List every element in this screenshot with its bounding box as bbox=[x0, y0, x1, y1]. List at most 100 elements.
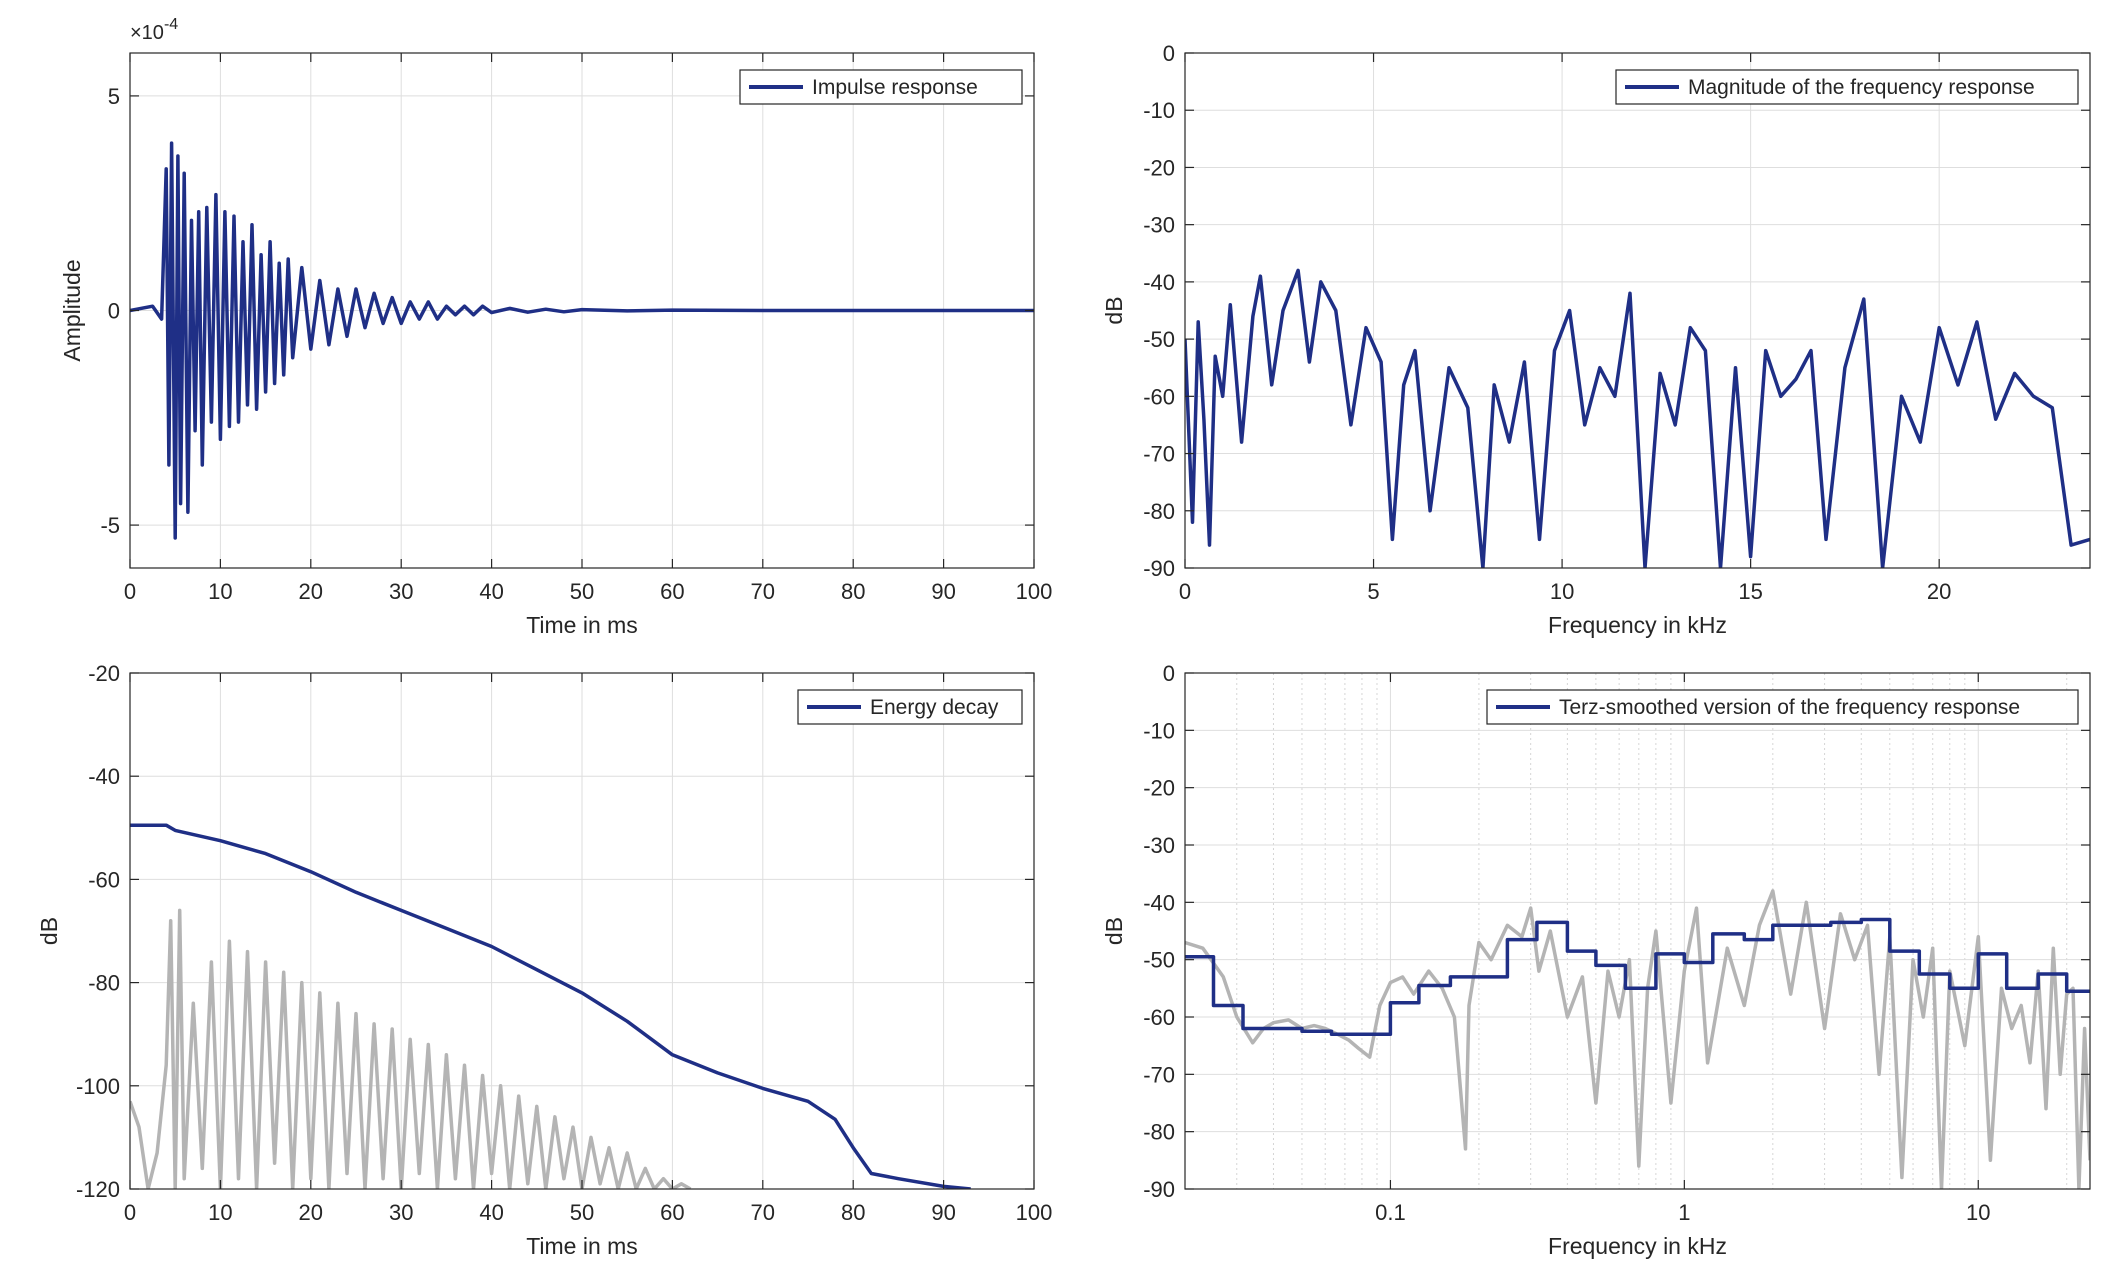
x-tick-label: 80 bbox=[841, 579, 865, 604]
x-tick-label: 90 bbox=[931, 579, 955, 604]
legend: Magnitude of the frequency response bbox=[1615, 69, 2079, 105]
series-line bbox=[130, 141, 1034, 540]
y-tick-label: 0 bbox=[108, 299, 120, 324]
x-tick-label: 10 bbox=[208, 1200, 232, 1225]
x-tick-label: 60 bbox=[660, 1200, 684, 1225]
y-tick-label: -20 bbox=[1143, 776, 1175, 801]
y-axis-label: dB bbox=[36, 917, 62, 945]
y-tick-label: -40 bbox=[1143, 890, 1175, 915]
x-tick-label: 80 bbox=[841, 1200, 865, 1225]
terz-smoothed-panel: 0.1 1 10 0 -10 -20 -30 -40 -50 -60 -70 -80 -90 Freque… bbox=[1101, 661, 2091, 1259]
x-axis-label: Time in ms bbox=[526, 612, 638, 638]
y-tick-label: -30 bbox=[1143, 213, 1175, 238]
x-tick-label: 20 bbox=[299, 579, 323, 604]
y-tick-label: 0 bbox=[1163, 41, 1175, 66]
x-tick-label: 15 bbox=[1738, 579, 1762, 604]
x-tick-label: 10 bbox=[208, 579, 232, 604]
y-exponent-label: ×10-4 bbox=[130, 16, 178, 44]
y-tick-label: -70 bbox=[1143, 442, 1175, 467]
reference-series-line bbox=[130, 908, 692, 1189]
x-tick-label: 40 bbox=[479, 579, 503, 604]
y-tick-label: -30 bbox=[1143, 833, 1175, 858]
axes: 0 5 10 15 20 0 -10 -20 -30 -40 -50 -60 -70 -80 -90 Freq… bbox=[1101, 41, 2091, 638]
y-tick-label: -5 bbox=[100, 513, 120, 538]
series-layer bbox=[1185, 889, 2090, 1189]
y-axis-label: Amplitude bbox=[59, 259, 85, 361]
series-layer bbox=[1185, 268, 2090, 568]
x-tick-label: 0.1 bbox=[1375, 1200, 1406, 1225]
y-axis-label: dB bbox=[1101, 296, 1127, 324]
x-tick-label: 100 bbox=[1016, 579, 1053, 604]
y-tick-label: 5 bbox=[108, 84, 120, 109]
legend-box bbox=[1486, 689, 2079, 725]
y-tick-label: -80 bbox=[88, 971, 120, 996]
frequency-response-panel: 0 5 10 15 20 0 -10 -20 -30 -40 -50 -60 -70 -80 -90 Freq… bbox=[1101, 41, 2091, 638]
impulse-response-panel: 0 10 20 30 40 50 60 70 80 90 100 -5 0 5 ×10-4 Time in m… bbox=[59, 16, 1052, 638]
x-tick-label: 5 bbox=[1367, 579, 1379, 604]
y-tick-label: -50 bbox=[1143, 948, 1175, 973]
reference-series-line bbox=[1185, 889, 2090, 1189]
x-tick-label: 40 bbox=[479, 1200, 503, 1225]
x-tick-label: 60 bbox=[660, 579, 684, 604]
axes: 0.1 1 10 0 -10 -20 -30 -40 -50 -60 -70 -80 -90 Freque… bbox=[1101, 661, 2091, 1259]
x-tick-label: 70 bbox=[751, 1200, 775, 1225]
legend-label: Magnitude of the frequency response bbox=[1688, 76, 2035, 99]
series-line bbox=[1185, 268, 2090, 568]
y-tick-label: -40 bbox=[88, 764, 120, 789]
y-tick-label: -50 bbox=[1143, 327, 1175, 352]
y-tick-label: -100 bbox=[76, 1074, 120, 1099]
legend-label: Impulse response bbox=[812, 76, 978, 99]
x-tick-label: 90 bbox=[931, 1200, 955, 1225]
energy-decay-panel: 0 10 20 30 40 50 60 70 80 90 100 -20 -40 -60 -80 -100 -1… bbox=[36, 661, 1052, 1259]
axes: 0 10 20 30 40 50 60 70 80 90 100 -20 -40 -60 -80 -100 -1… bbox=[36, 661, 1052, 1259]
y-tick-label: -10 bbox=[1143, 98, 1175, 123]
y-tick-label: -90 bbox=[1143, 1177, 1175, 1202]
legend: Energy decay bbox=[797, 689, 1023, 725]
y-tick-label: -60 bbox=[88, 867, 120, 892]
y-tick-label: -60 bbox=[1143, 384, 1175, 409]
y-tick-label: -60 bbox=[1143, 1005, 1175, 1030]
x-tick-label: 10 bbox=[1550, 579, 1574, 604]
y-tick-label: -80 bbox=[1143, 499, 1175, 524]
x-axis-label: Time in ms bbox=[526, 1233, 638, 1259]
plot-area bbox=[1185, 53, 2090, 568]
axes-box bbox=[1184, 672, 2091, 1190]
y-tick-label: -20 bbox=[1143, 155, 1175, 180]
axes: 0 10 20 30 40 50 60 70 80 90 100 -5 0 5 ×10-4 Time in m… bbox=[59, 16, 1052, 638]
x-axis-label: Frequency in kHz bbox=[1548, 612, 1727, 638]
x-tick-label: 50 bbox=[570, 1200, 594, 1225]
series-line bbox=[1185, 917, 2090, 1036]
axes-box bbox=[1184, 52, 2091, 569]
grid bbox=[1185, 672, 2090, 1190]
x-tick-label: 0 bbox=[124, 579, 136, 604]
legend-label: Terz-smoothed version of the frequency r… bbox=[1559, 696, 2020, 719]
y-axis-label: dB bbox=[1101, 917, 1127, 945]
x-tick-label: 1 bbox=[1678, 1200, 1690, 1225]
series-layer bbox=[130, 141, 1034, 540]
y-tick-label: -10 bbox=[1143, 718, 1175, 743]
x-axis-label: Frequency in kHz bbox=[1548, 1233, 1727, 1259]
y-tick-label: -120 bbox=[76, 1177, 120, 1202]
x-tick-label: 30 bbox=[389, 1200, 413, 1225]
x-tick-label: 50 bbox=[570, 579, 594, 604]
y-tick-label: -70 bbox=[1143, 1062, 1175, 1087]
y-tick-label: -20 bbox=[88, 661, 120, 686]
x-tick-label: 0 bbox=[124, 1200, 136, 1225]
y-tick-label: -80 bbox=[1143, 1120, 1175, 1145]
y-tick-label: -40 bbox=[1143, 270, 1175, 295]
series-layer bbox=[130, 823, 971, 1189]
y-tick-label: 0 bbox=[1163, 661, 1175, 686]
legend-box bbox=[1615, 69, 2079, 105]
legend: Impulse response bbox=[739, 69, 1023, 105]
x-tick-label: 20 bbox=[299, 1200, 323, 1225]
x-tick-label: 70 bbox=[751, 579, 775, 604]
x-tick-label: 0 bbox=[1179, 579, 1191, 604]
x-tick-label: 30 bbox=[389, 579, 413, 604]
x-tick-label: 100 bbox=[1016, 1200, 1053, 1225]
x-tick-label: 20 bbox=[1927, 579, 1951, 604]
legend-label: Energy decay bbox=[870, 696, 999, 719]
series-line bbox=[130, 823, 971, 1189]
legend: Terz-smoothed version of the frequency r… bbox=[1486, 689, 2079, 725]
y-tick-label: -90 bbox=[1143, 556, 1175, 581]
